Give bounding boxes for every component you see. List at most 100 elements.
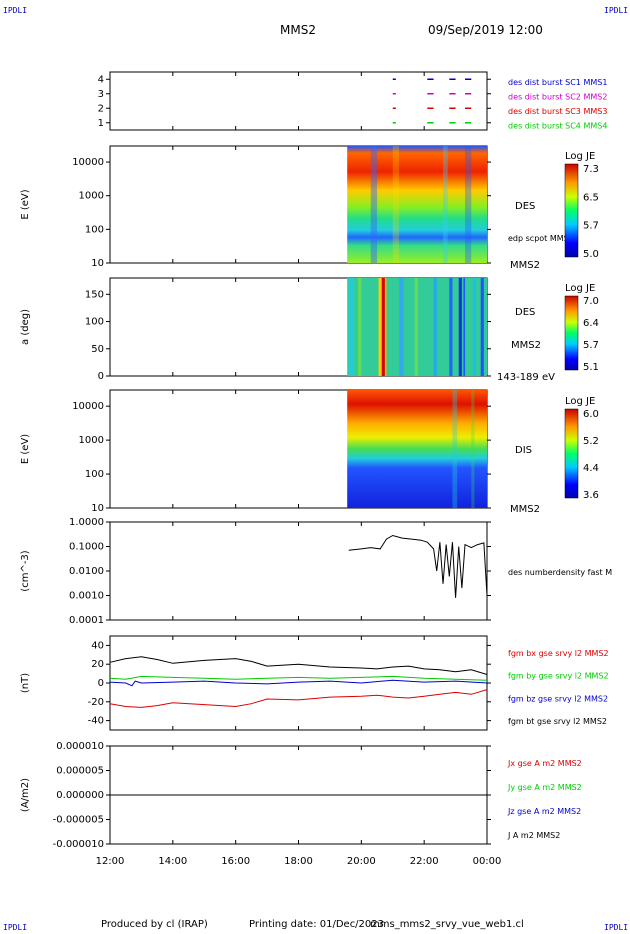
y-tick-label: 10000 (72, 401, 104, 412)
legend-entry: des dist burst SC4 MMS4 (508, 122, 607, 131)
instrument-label: edp scpot MMS2 (508, 234, 574, 243)
y-tick-label: -0.000010 (53, 839, 104, 850)
y-tick-label: 0.0010 (69, 591, 104, 602)
corner-logo-tl: IPDLI (3, 6, 28, 15)
legend-entry: fgm bt gse srvy l2 MMS2 (508, 717, 607, 726)
colorbar-tick-label: 5.7 (583, 221, 599, 232)
spectrogram-stripe (414, 278, 418, 376)
series-line (109, 689, 488, 708)
y-tick-label: -0.000005 (53, 815, 104, 826)
y-tick-label: 0.000000 (56, 790, 104, 801)
spectrogram-stripe (358, 278, 362, 376)
footer-filename: mms_mms2_srvy_vue_web1.cl (370, 919, 524, 930)
instrument-label: DIS (515, 445, 532, 456)
footer-printing-date: Printing date: 01/Dec/2023 (249, 919, 385, 930)
spectrogram-stripe (463, 278, 466, 376)
spectrogram-image (347, 146, 487, 263)
spectrogram-stripe (458, 278, 462, 376)
series-line (109, 679, 488, 687)
colorbar-tick-label: 3.6 (583, 490, 599, 501)
colorbar-tick-label: 5.2 (583, 436, 599, 447)
spectrogram-stripe (465, 146, 472, 263)
time-tick-label: 14:00 (158, 856, 187, 867)
spectrogram-stripe (348, 278, 354, 376)
spectrogram-stripe (384, 278, 387, 376)
colorbar-tick-label: 4.4 (583, 463, 599, 474)
y-tick-label: 1.0000 (69, 517, 104, 528)
spectrogram-stripe (471, 390, 475, 508)
y-tick-label: 150 (85, 289, 104, 300)
instrument-label: 143-189 eV (497, 372, 555, 383)
y-tick-label: 10000 (72, 157, 104, 168)
y-axis-label: E (eV) (20, 189, 31, 219)
instrument-label: MMS2 (511, 340, 541, 351)
y-tick-label: 1000 (79, 435, 104, 446)
series-line (348, 534, 488, 598)
colorbar-tick-label: 5.0 (583, 249, 599, 260)
time-tick-label: 12:00 (96, 856, 125, 867)
y-tick-label: 0.000010 (56, 741, 104, 752)
y-tick-label: 100 (85, 317, 104, 328)
instrument-label: DES (515, 307, 535, 318)
y-tick-label: 0.000005 (56, 766, 104, 777)
time-tick-label: 20:00 (347, 856, 376, 867)
y-tick-label: 50 (91, 344, 104, 355)
y-tick-label: 4 (98, 74, 104, 85)
spectrogram-stripe (472, 278, 477, 376)
y-tick-label: 0.1000 (69, 542, 104, 553)
spectrogram-stripe (370, 146, 378, 263)
legend-entry: fgm bz gse srvy l2 MMS2 (508, 694, 608, 703)
y-tick-label: 40 (91, 640, 104, 651)
legend-entry: Jz gse A m2 MMS2 (507, 807, 581, 816)
colorbar (564, 163, 579, 258)
legend-entry: J A m2 MMS2 (507, 831, 560, 840)
y-axis-label: (cm^-3) (20, 550, 31, 591)
y-tick-label: -20 (88, 697, 104, 708)
y-tick-label: -40 (88, 716, 104, 727)
spectrogram-image (347, 390, 487, 508)
spectrogram-stripe (381, 278, 385, 376)
colorbar-title: Log JE (565, 283, 595, 294)
y-tick-label: 100 (85, 469, 104, 480)
panel-frame-1 (109, 71, 488, 131)
colorbar-tick-label: 6.4 (583, 318, 599, 329)
y-tick-label: 0.0100 (69, 566, 104, 577)
y-axis-label: E (eV) (20, 434, 31, 464)
instrument-label: MMS2 (510, 504, 540, 515)
y-axis-label: (A/m2) (20, 778, 31, 812)
colorbar-tick-label: 6.0 (583, 409, 599, 420)
panel-frame-6 (109, 635, 488, 731)
y-tick-label: 10 (91, 258, 104, 269)
spectrogram-stripe (433, 278, 437, 376)
y-tick-label: 0 (98, 678, 104, 689)
time-tick-label: 16:00 (221, 856, 250, 867)
spectrogram-stripe (443, 146, 448, 263)
footer-producer: Produced by cl (IRAP) (101, 919, 208, 930)
spectrogram-stripe (452, 390, 458, 508)
y-tick-label: 3 (98, 89, 104, 100)
y-tick-label: 100 (85, 224, 104, 235)
series-line (109, 675, 488, 681)
colorbar-tick-label: 7.0 (583, 296, 599, 307)
y-tick-label: 1 (98, 118, 104, 129)
time-tick-label: 18:00 (284, 856, 313, 867)
legend-entry: des dist burst SC2 MMS2 (508, 93, 607, 102)
legend-entry: des dist burst SC1 MMS1 (508, 78, 607, 87)
spectrogram-stripe (480, 278, 484, 376)
colorbar (564, 408, 579, 499)
spectrogram-stripe (449, 278, 453, 376)
corner-logo-bl: IPDLI (3, 923, 28, 932)
spectrogram-stripe (392, 146, 400, 263)
y-tick-label: 1000 (79, 191, 104, 202)
date-title: 09/Sep/2019 12:00 (428, 23, 543, 37)
colorbar-tick-label: 6.5 (583, 192, 599, 203)
spacecraft-title: MMS2 (280, 23, 316, 37)
legend-entry: Jy gse A m2 MMS2 (507, 783, 582, 792)
spectrogram-stripe (378, 278, 382, 376)
colorbar-tick-label: 5.1 (583, 362, 599, 373)
time-tick-label: 22:00 (410, 856, 439, 867)
corner-logo-tr: IPDLI (604, 6, 629, 15)
y-tick-label: 2 (98, 103, 104, 114)
y-axis-label: (nT) (20, 673, 31, 693)
